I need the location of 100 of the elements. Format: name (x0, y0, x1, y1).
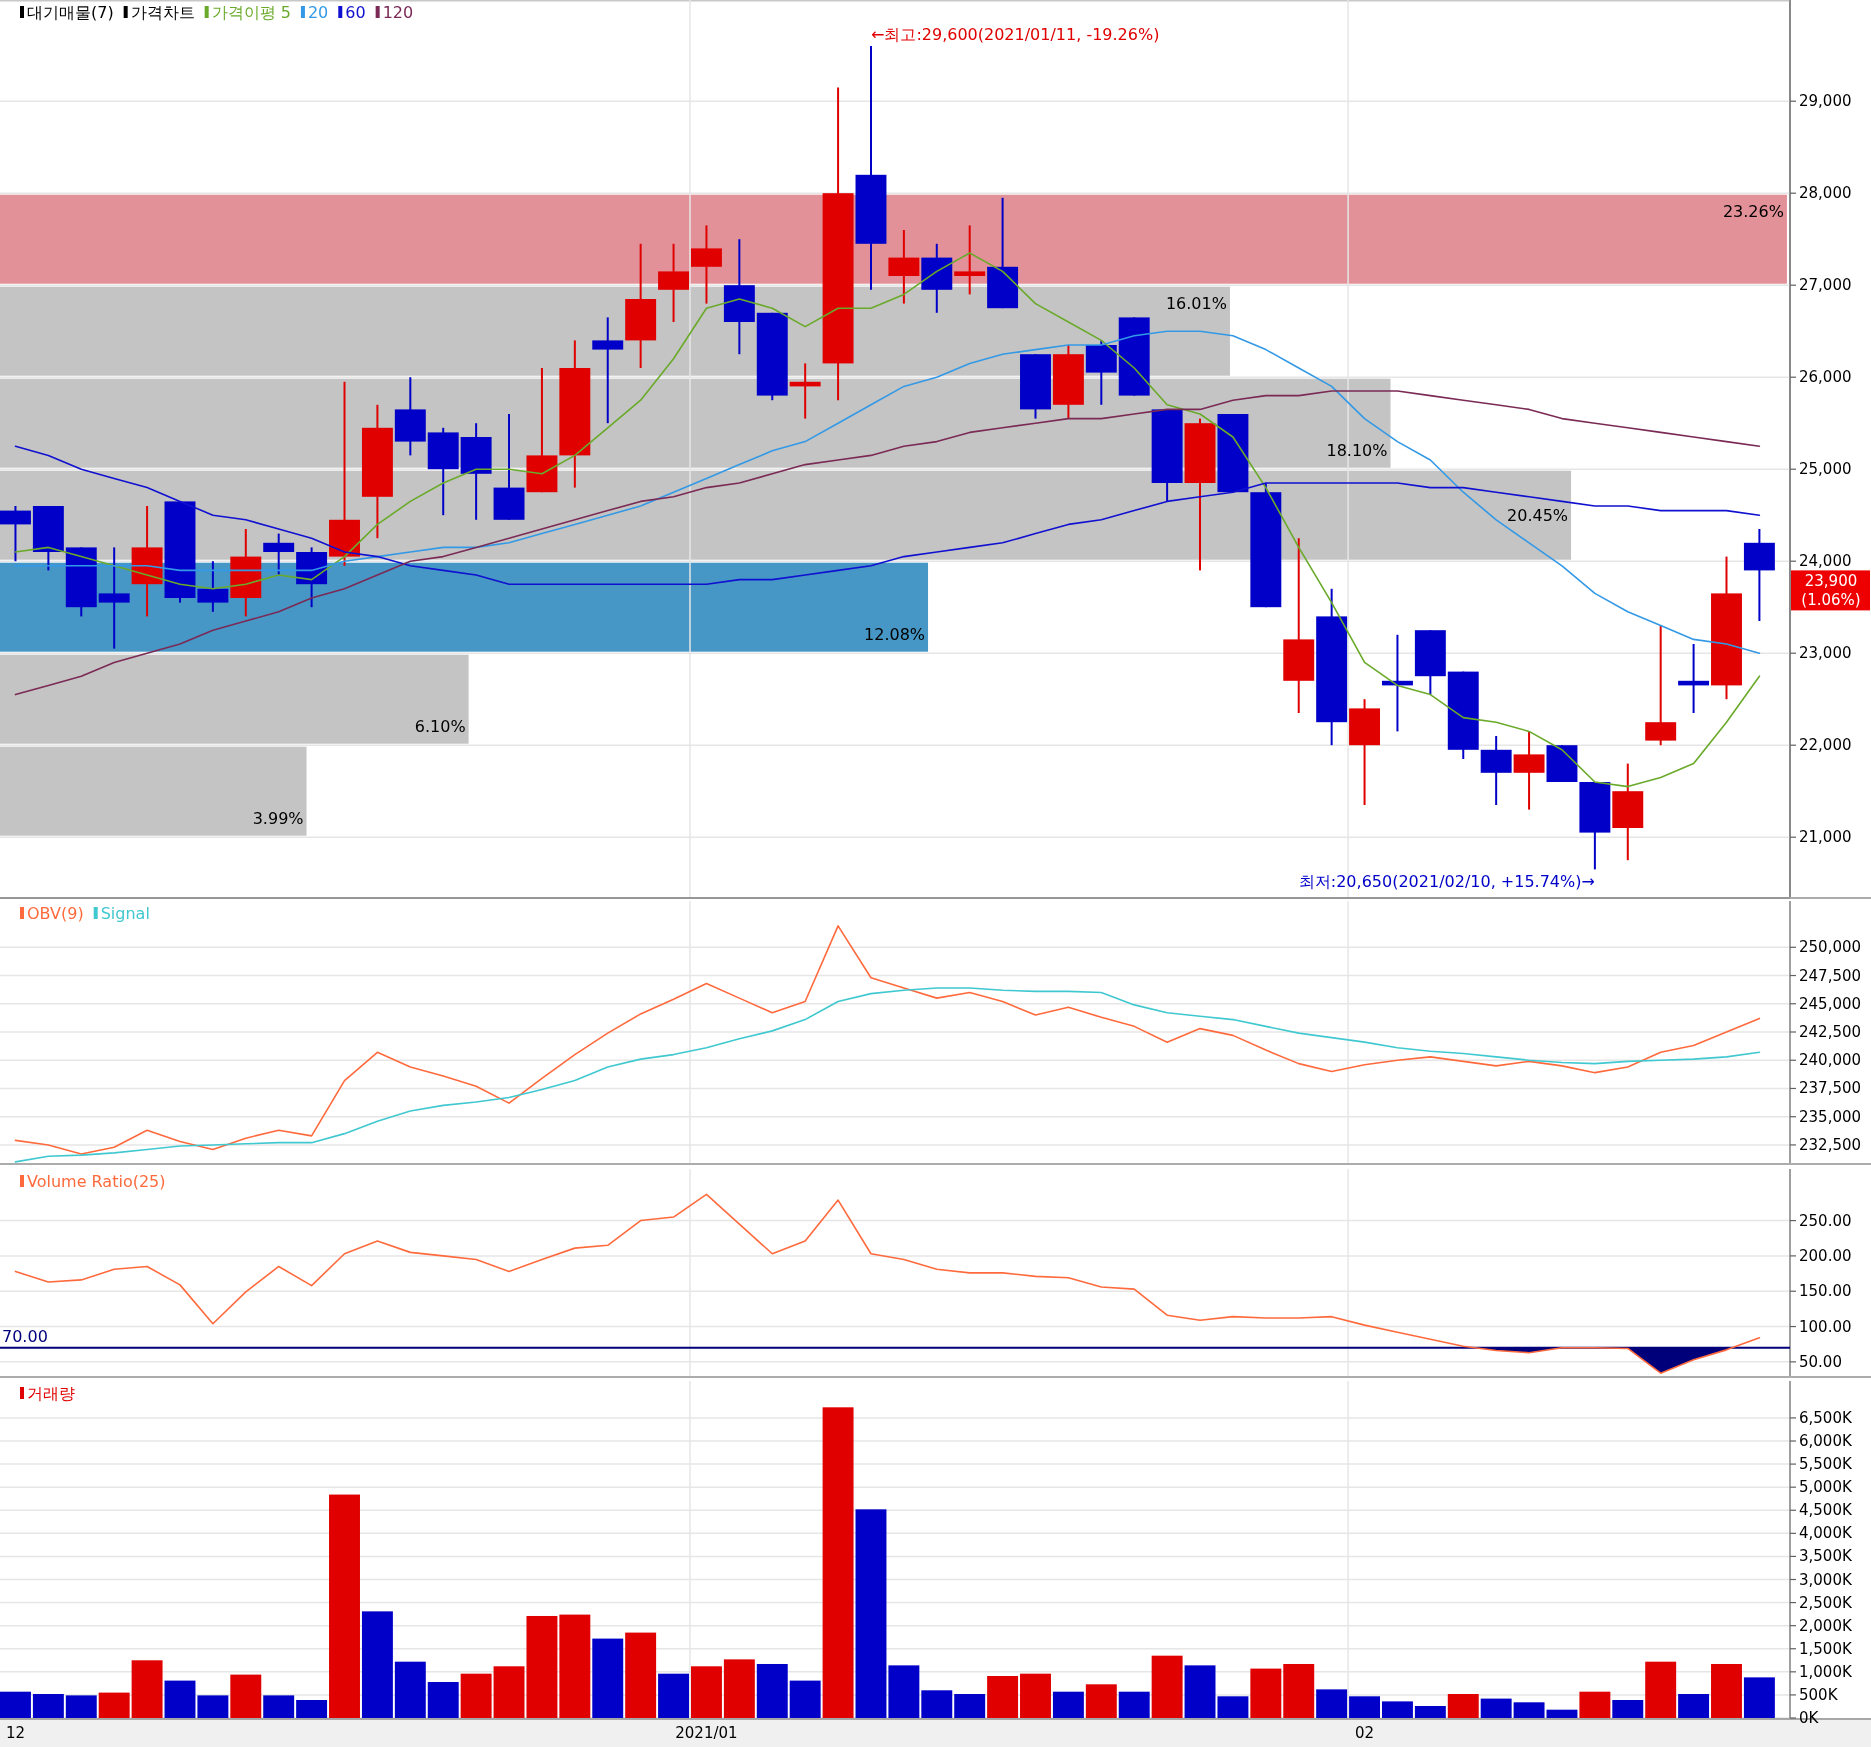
y-tick-label: 50.00 (1799, 1352, 1842, 1371)
y-tick-label: 28,000 (1799, 184, 1852, 203)
y-tick-label: 6,000K (1799, 1432, 1853, 1451)
bar (329, 1494, 360, 1718)
bar (0, 654, 469, 744)
bar (756, 1663, 788, 1718)
y-tick-label: 5,500K (1799, 1455, 1853, 1474)
bar (1546, 1709, 1578, 1718)
annotation: ←최고:29,600(2021/01/11, -19.26%) (870, 24, 1160, 44)
bar (888, 1665, 920, 1718)
bar (1612, 1700, 1644, 1718)
y-tick-label: 245,000 (1799, 994, 1862, 1013)
y-tick-label: 6,500K (1799, 1408, 1853, 1427)
bar (658, 1673, 690, 1718)
y-tick-label: 21,000 (1799, 828, 1852, 847)
legend-label: 120 (382, 2, 414, 22)
bar (1151, 1655, 1183, 1718)
y-tick-label: 22,000 (1799, 736, 1852, 755)
candlestick (954, 224, 986, 296)
bar (1085, 1684, 1117, 1718)
bar (361, 1611, 393, 1718)
y-tick-label: 150.00 (1799, 1282, 1852, 1301)
y-tick-label: 2,500K (1799, 1593, 1853, 1612)
bar (1118, 1691, 1150, 1718)
legend-label: Signal (100, 903, 150, 923)
bar (690, 1666, 722, 1718)
bar (263, 1695, 295, 1718)
bar (526, 1615, 558, 1718)
bar (427, 1681, 459, 1718)
bar (0, 746, 307, 836)
bar (723, 1659, 755, 1718)
line-series (14, 925, 1761, 1155)
data-label: 16.01% (1165, 294, 1227, 314)
bar (1579, 1691, 1611, 1718)
bar (954, 1693, 986, 1718)
bar (855, 1509, 887, 1718)
y-tick-label: 200.00 (1799, 1246, 1852, 1265)
x-tick-label: 02 (1355, 1724, 1375, 1742)
bar (592, 1638, 624, 1718)
bar (987, 1675, 1019, 1718)
bar (460, 1673, 492, 1718)
text: 23,900 (1804, 571, 1858, 590)
y-tick-label: 240,000 (1799, 1051, 1862, 1070)
line-series (14, 252, 1761, 788)
data-label: 6.10% (414, 717, 466, 737)
bar (1184, 1665, 1216, 1718)
bar (1711, 1663, 1742, 1718)
y-tick-label: 247,500 (1799, 966, 1862, 985)
bar (296, 1700, 328, 1718)
y-tick-label: 235,000 (1799, 1107, 1862, 1126)
candlestick (98, 546, 130, 650)
y-tick-label: 1,500K (1799, 1639, 1853, 1658)
text: (1.06%) (1801, 590, 1861, 609)
bar (1513, 1702, 1545, 1718)
y-tick-label: 250.00 (1799, 1211, 1852, 1230)
y-tick-label: 100.00 (1799, 1317, 1852, 1336)
y-tick-label: 24,000 (1799, 552, 1852, 571)
legend-label: 60 (345, 2, 366, 22)
y-tick-label: 1,000K (1799, 1662, 1853, 1681)
bar (197, 1695, 229, 1718)
y-tick-label: 23,000 (1799, 644, 1852, 663)
bar (1447, 1693, 1479, 1718)
y-tick-label: 27,000 (1799, 276, 1852, 295)
legend-label: 가격이평 5 (211, 2, 291, 22)
line-series (14, 445, 1761, 585)
y-tick-label: 4,500K (1799, 1501, 1853, 1520)
bar (1283, 1663, 1315, 1718)
legend-label: 거래량 (27, 1383, 75, 1403)
bar (1052, 1691, 1084, 1718)
bar (1480, 1698, 1512, 1718)
bar (65, 1695, 97, 1718)
y-tick-label: 3,500K (1799, 1547, 1853, 1566)
bar (131, 1660, 163, 1718)
bar (1645, 1661, 1677, 1718)
bar (98, 1692, 130, 1718)
y-tick-label: 25,000 (1799, 460, 1852, 479)
bar (493, 1666, 525, 1718)
bar (1414, 1706, 1446, 1718)
data-label: 12.08% (864, 625, 926, 645)
bar (1743, 1677, 1775, 1718)
bar (1349, 1696, 1381, 1718)
bar (625, 1632, 657, 1718)
bar (1678, 1693, 1710, 1718)
bar (1381, 1701, 1413, 1718)
legend-label: Volume Ratio(25) (27, 1171, 166, 1191)
line-series (14, 330, 1761, 654)
ref-line-label: 70.00 (2, 1327, 48, 1347)
bar (0, 1691, 31, 1718)
x-tick-label: 2021/01 (675, 1724, 738, 1742)
candlestick (263, 532, 295, 576)
y-tick-label: 250,000 (1799, 938, 1862, 957)
y-tick-label: 0K (1799, 1709, 1820, 1727)
legend-label: 20 (307, 2, 329, 22)
data-label: 18.10% (1326, 441, 1388, 461)
line-series (14, 390, 1761, 696)
bar (921, 1690, 953, 1718)
y-tick-label: 3,000K (1799, 1570, 1853, 1589)
bar (789, 1680, 821, 1718)
y-tick-label: 5,000K (1799, 1478, 1853, 1497)
bar (32, 1693, 64, 1718)
